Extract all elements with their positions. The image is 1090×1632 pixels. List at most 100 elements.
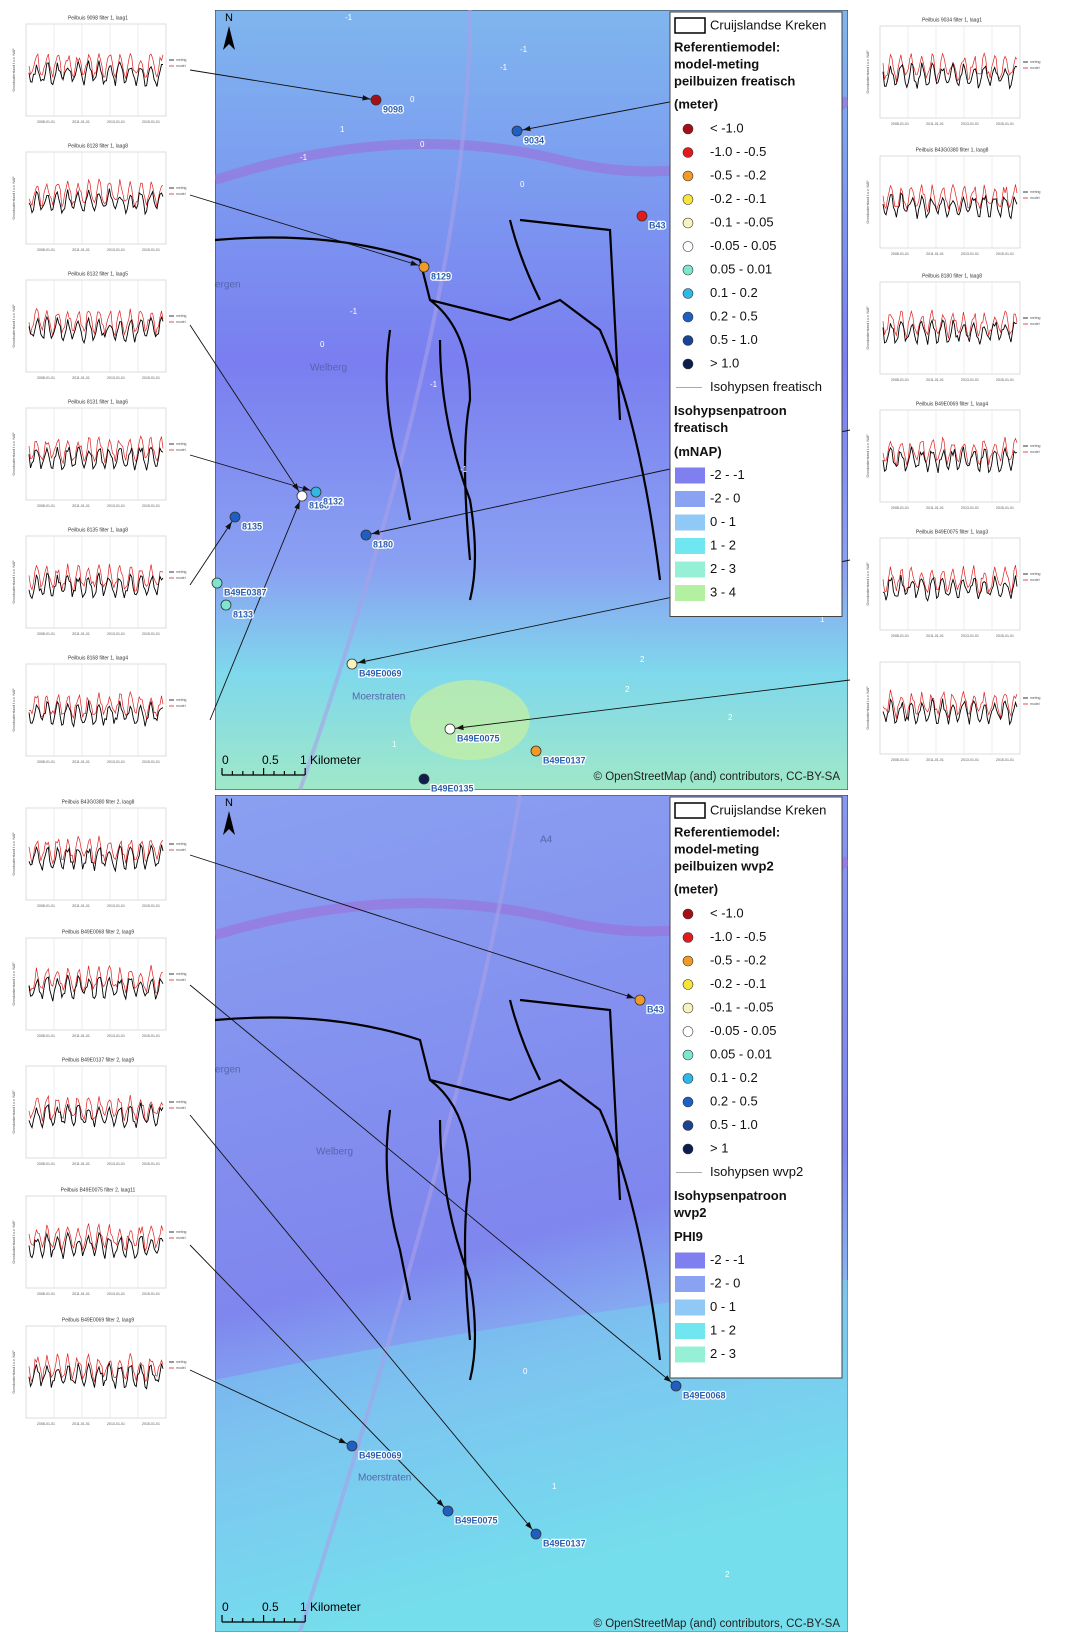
thumbnail-xtick: 2013-01-01 <box>107 504 125 508</box>
thumbnail-measured-line <box>882 318 1018 346</box>
thumbnail-xtick: 2008-01-01 <box>891 378 909 382</box>
arrow-head <box>371 529 380 535</box>
well-label: 8168 <box>309 500 329 510</box>
credit: © OpenStreetMap (and) contributors, CC-B… <box>594 1618 841 1630</box>
contour-label: -1 <box>430 380 438 389</box>
thumbnail-xtick: 2013-01-01 <box>107 904 125 908</box>
legend-label: < -1.0 <box>710 120 744 135</box>
arrow-line <box>189 454 317 493</box>
thumbnail-xtick: 2008-01-01 <box>37 248 55 252</box>
well-label: 8129 <box>431 271 451 281</box>
legend-label: -1.0 - -0.5 <box>710 144 766 159</box>
thumbnail-xtick: 2008-01-01 <box>37 1422 55 1426</box>
well-label: B49E0069 <box>359 668 402 678</box>
well-marker <box>296 490 308 502</box>
thumbnail-xtick: 2015-01-01 <box>996 634 1014 638</box>
legend-title: Referentiemodel: <box>674 39 780 54</box>
thumbnail-ylabel: Grondwaterstand t.o.v. NAP <box>12 688 16 732</box>
thumbnail-legend-label: meting <box>1030 572 1041 576</box>
well-marker <box>634 994 646 1006</box>
thumbnail-model-line <box>882 565 1018 596</box>
contour-label: 0 <box>420 140 425 149</box>
legend-dot <box>682 241 694 252</box>
well-label: B49E0135 <box>431 783 474 793</box>
thumbnail-measured-line <box>28 1361 164 1390</box>
legend-dot <box>682 1002 694 1014</box>
place-name: A4 <box>540 835 553 846</box>
north-arrow <box>223 26 235 50</box>
legend-label: 0.1 - 0.2 <box>710 1070 758 1085</box>
contour-label: 0 <box>320 340 325 349</box>
thumbnail-xtick: 2008-01-01 <box>37 760 55 764</box>
legend-label: < -1.0 <box>710 905 744 920</box>
legend-pattern-title: Isohypsenpatroon <box>674 1188 787 1203</box>
thumbnail-xtick: 2013-01-01 <box>961 378 979 382</box>
thumbnail-ylabel: Grondwaterstand t.o.v. NAP <box>866 50 870 94</box>
thumbnail-xtick: 2013-01-01 <box>107 760 125 764</box>
thumbnail-chart: 2008-01-01 2011-01-01 2013-01-01 2015-01-01… <box>866 661 1041 762</box>
arrow-line <box>189 324 303 497</box>
boundary-swatch <box>674 17 706 34</box>
thumbnail-xtick: 2013-01-01 <box>961 758 979 762</box>
thumbnail-legend-label: meting <box>1030 60 1041 64</box>
well-marker <box>211 577 223 589</box>
thumbnail-legend-label: model <box>1030 322 1040 326</box>
thumbnail-plot <box>25 279 167 373</box>
place-name: Moerstraten <box>352 692 405 703</box>
legend-swatch <box>675 1252 705 1269</box>
arrow-line <box>516 99 681 132</box>
legend-dot <box>682 1120 694 1131</box>
thumbnail-xtick: 2015-01-01 <box>142 1162 160 1166</box>
thumbnail-ylabel: Grondwaterstand t.o.v. NAP <box>12 832 16 876</box>
thumbnail-chart: Peilbuis 9034 filter 1, laag1 2008-01-01 2… <box>866 17 1041 126</box>
thumbnail-xtick: 2011-01-01 <box>72 1292 90 1296</box>
legend-isohypse: Isohypsen wvp2 <box>710 1164 803 1179</box>
legend-swatch <box>675 514 705 531</box>
contour-label: 1 <box>340 125 345 134</box>
thumbnail-chart: Peilbuis 8131 filter 1, laag6 2008-01-01 2… <box>12 399 187 508</box>
thumbnail-measured-line <box>28 843 164 873</box>
thumbnail-xtick: 2015-01-01 <box>996 252 1014 256</box>
contour-label: -1 <box>520 45 528 54</box>
thumbnail-legend-label: meting <box>176 186 187 190</box>
thumbnail-title: Peilbuis B49E0068 filter 2, laag9 <box>62 929 134 935</box>
thumbnail-measured-line <box>28 188 164 216</box>
legend-label: -0.2 - -0.1 <box>710 976 766 991</box>
place-name: ergen <box>215 1065 241 1076</box>
thumbnail-xtick: 2008-01-01 <box>37 1034 55 1038</box>
thumbnail-xtick: 2011-01-01 <box>72 1162 90 1166</box>
legend-dot <box>682 932 694 943</box>
thumbnail-chart: Peilbuis 9098 filter 1, laag1 2008-01-01 2… <box>12 15 187 124</box>
thumbnail-measured-line <box>882 575 1018 602</box>
thumbnail-title: Peilbuis 8132 filter 1, laag5 <box>68 271 128 277</box>
legend-label: 1 - 2 <box>710 537 736 552</box>
thumbnail-measured-line <box>28 315 164 345</box>
legend-swatch <box>675 467 705 484</box>
thumbnail-legend-label: meting <box>176 314 187 318</box>
thumbnail-measured-line <box>28 1231 164 1260</box>
thumbnail-xtick: 2015-01-01 <box>996 506 1014 510</box>
thumbnail-chart: Peilbuis 8180 filter 1, laag8 2008-01-01 2… <box>866 273 1041 382</box>
thumbnail-xtick: 2011-01-01 <box>72 504 90 508</box>
thumbnail-chart: Peilbuis B49E0069 filter 1, laag4 2008-01… <box>866 401 1041 510</box>
legend-label: > 1.0 <box>710 355 739 370</box>
thumbnail-ylabel: Grondwaterstand t.o.v. NAP <box>12 304 16 348</box>
thumbnail-xtick: 2008-01-01 <box>37 632 55 636</box>
legend-label: 0 - 1 <box>710 514 736 529</box>
thumbnail-title: Peilbuis 8135 filter 1, laag8 <box>68 527 128 533</box>
legend-swatch <box>675 1346 705 1363</box>
well-marker <box>511 125 523 137</box>
legend-swatch <box>675 561 705 578</box>
arrow-line <box>189 984 677 1387</box>
thumbnail-legend-label: meting <box>176 1360 187 1364</box>
contour-label: -1 <box>500 63 508 72</box>
thumbnail-xtick: 2015-01-01 <box>142 376 160 380</box>
place-name: Welberg <box>316 1147 353 1158</box>
legend-unit: (meter) <box>674 96 718 111</box>
legend-dot <box>682 123 694 135</box>
well-label: 8133 <box>233 609 253 619</box>
thumbnail-legend-label: meting <box>176 570 187 574</box>
thumbnail-xtick: 2008-01-01 <box>891 634 909 638</box>
thumbnail-xtick: 2013-01-01 <box>107 1034 125 1038</box>
scale-bar <box>221 1615 306 1623</box>
